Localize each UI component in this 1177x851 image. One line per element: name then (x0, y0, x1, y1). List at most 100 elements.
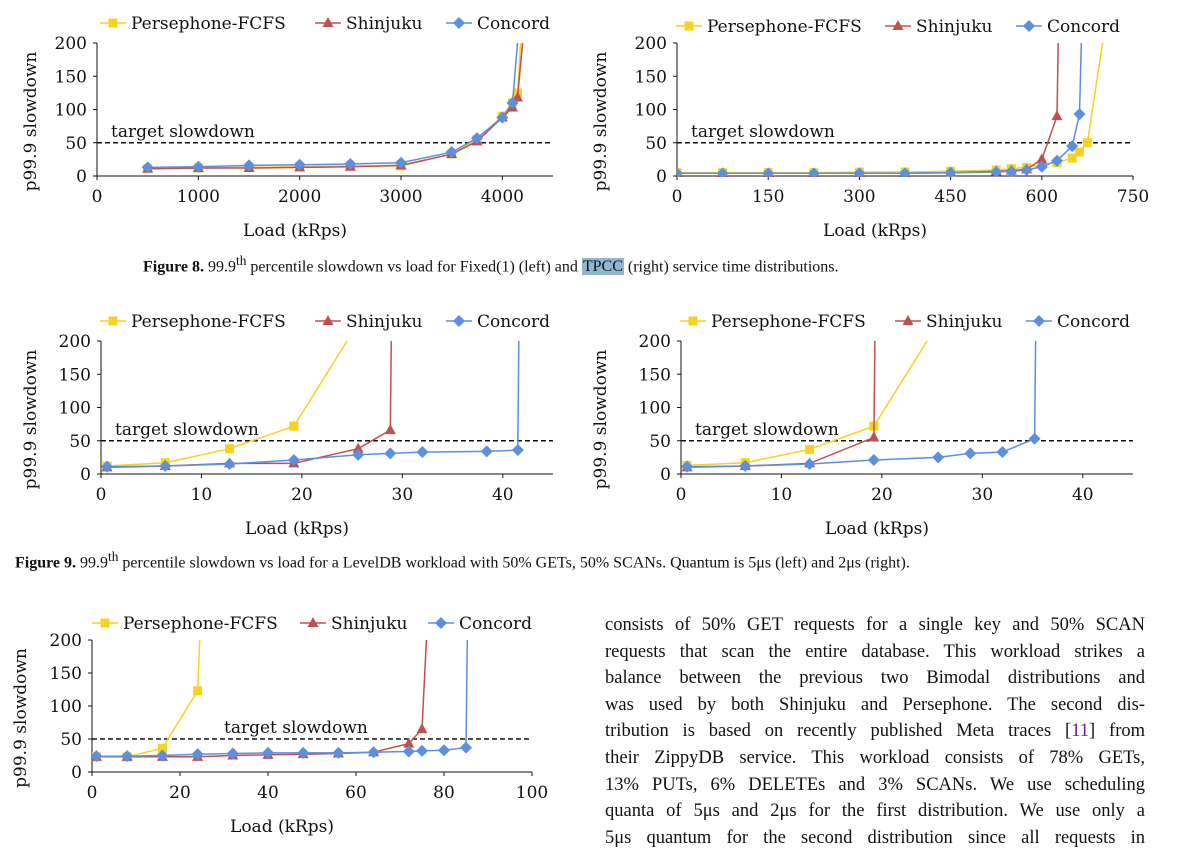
data-point (445, 146, 458, 159)
x-tick-label: 4000 (481, 187, 524, 207)
legend-marker (435, 617, 447, 629)
legend-label: Concord (1047, 17, 1120, 37)
data-point (762, 167, 775, 177)
legend-label: Persephone-FCFS (123, 614, 278, 634)
legend-label: Persephone-FCFS (707, 17, 862, 37)
data-point (681, 460, 694, 473)
legend-marker (688, 316, 698, 326)
data-point (1020, 164, 1033, 177)
data-point (403, 737, 415, 748)
data-point (480, 445, 493, 458)
data-point (1082, 138, 1092, 148)
figure8-caption-mid: percentile slowdown vs load for Fixed(1)… (246, 258, 582, 276)
data-point (805, 444, 815, 454)
x-tick-label: 30 (392, 485, 414, 505)
data-point (192, 160, 205, 173)
data-point (395, 156, 407, 169)
figure8-caption-highlight: TPCC (581, 258, 624, 276)
data-point (416, 744, 428, 757)
figure8-caption-sup: th (236, 253, 247, 268)
data-point (156, 749, 169, 762)
x-tick-label: 450 (934, 187, 966, 207)
y-axis-label: p99.9 slowdown (21, 52, 41, 192)
body-line: requests that scan the entire database. … (605, 641, 1145, 662)
data-point (384, 447, 397, 460)
y-tick-label: 100 (55, 101, 87, 121)
series-shinjuku (681, 340, 880, 472)
x-tick-label: 0 (92, 187, 103, 207)
series-persephone-fcfs (102, 340, 348, 471)
data-point (159, 460, 172, 473)
legend-marker (322, 17, 334, 27)
citation-link[interactable]: 11 (1071, 721, 1090, 742)
y-tick-label: 50 (69, 432, 91, 452)
x-axis-label: Load (kRps) (823, 221, 927, 241)
series-concord (681, 340, 1041, 473)
data-point (402, 745, 415, 758)
x-tick-label: 0 (676, 485, 687, 505)
data-point (1073, 108, 1086, 121)
legend-label: Shinjuku (926, 312, 1003, 332)
legend-label: Shinjuku (916, 17, 993, 37)
series-persephone-fcfs (92, 639, 203, 762)
chart-fig10: 0 50 100 150 200 0 20 40 60 80 100 Load (kRps) p99.9… (11, 614, 548, 837)
data-point (990, 166, 1003, 177)
x-tick-label: 30 (972, 485, 994, 505)
body-line-part: tribution is based on recently published… (605, 721, 1072, 742)
data-point (416, 446, 429, 459)
legend: Persephone-FCFS Shinjuku Concord (100, 312, 550, 332)
x-tick-label: 20 (169, 783, 191, 803)
target-slowdown-label: target slowdown (111, 122, 255, 142)
data-point (101, 460, 114, 473)
chart-fig9-left: 0 50 100 150 200 0 10 20 30 40 Load (kRps) p99.9 sl… (21, 312, 553, 539)
series-concord (677, 42, 1086, 177)
legend: Persephone-FCFS Shinjuku Concord (676, 17, 1120, 37)
body-paragraph: consists of 50% GET requests for a singl… (605, 612, 1145, 851)
body-line-with-citation: tribution is based on recently published… (605, 718, 1145, 745)
data-point (344, 158, 357, 171)
x-axis-label: Load (kRps) (825, 519, 929, 539)
data-point (1035, 160, 1048, 173)
y-axis-label: p99.9 slowdown (21, 350, 41, 490)
target-slowdown-label: target slowdown (115, 420, 259, 440)
y-tick-label: 100 (50, 697, 82, 717)
data-point (964, 447, 977, 460)
y-tick-label: 0 (656, 167, 667, 187)
series-shinjuku (101, 340, 396, 472)
x-tick-label: 80 (433, 783, 455, 803)
series-shinjuku (677, 42, 1063, 177)
data-point (243, 159, 255, 172)
figure8-caption-post: (right) service time distributions. (623, 258, 839, 276)
y-tick-label: 150 (635, 67, 667, 87)
series-concord (141, 42, 519, 174)
x-tick-label: 2000 (278, 187, 321, 207)
legend-label: Persephone-FCFS (131, 312, 286, 332)
x-tick-label: 40 (492, 485, 514, 505)
legend-marker (453, 315, 465, 327)
body-line: 5μs quantum for the second distribution … (605, 827, 1145, 848)
body-line: 13% PUTs, 6% DELETEs and 3% SCANs. We us… (605, 774, 1145, 795)
series-shinjuku (92, 639, 428, 761)
data-point (739, 460, 752, 473)
data-point (141, 161, 154, 174)
x-tick-label: 60 (345, 783, 367, 803)
x-tick-label: 3000 (379, 187, 422, 207)
x-tick-label: 20 (871, 485, 893, 505)
data-point (384, 424, 396, 435)
data-point (511, 444, 524, 457)
x-tick-label: 0 (672, 187, 683, 207)
x-tick-label: 10 (191, 485, 213, 505)
figure9-caption-pre: 99.9 (76, 554, 109, 572)
data-point (121, 750, 134, 763)
legend-marker (1033, 315, 1045, 327)
legend: Persephone-FCFS Shinjuku Concord (92, 614, 532, 634)
figure8-caption: Figure 8. 99.9th percentile slowdown vs … (143, 253, 839, 276)
figure8-caption-pre: 99.9 (204, 258, 237, 276)
x-tick-label: 10 (771, 485, 793, 505)
x-tick-label: 300 (843, 187, 875, 207)
data-point (460, 741, 472, 754)
y-tick-label: 150 (50, 664, 82, 684)
data-point (868, 431, 880, 442)
series-line (677, 42, 1104, 174)
data-point (92, 750, 103, 763)
